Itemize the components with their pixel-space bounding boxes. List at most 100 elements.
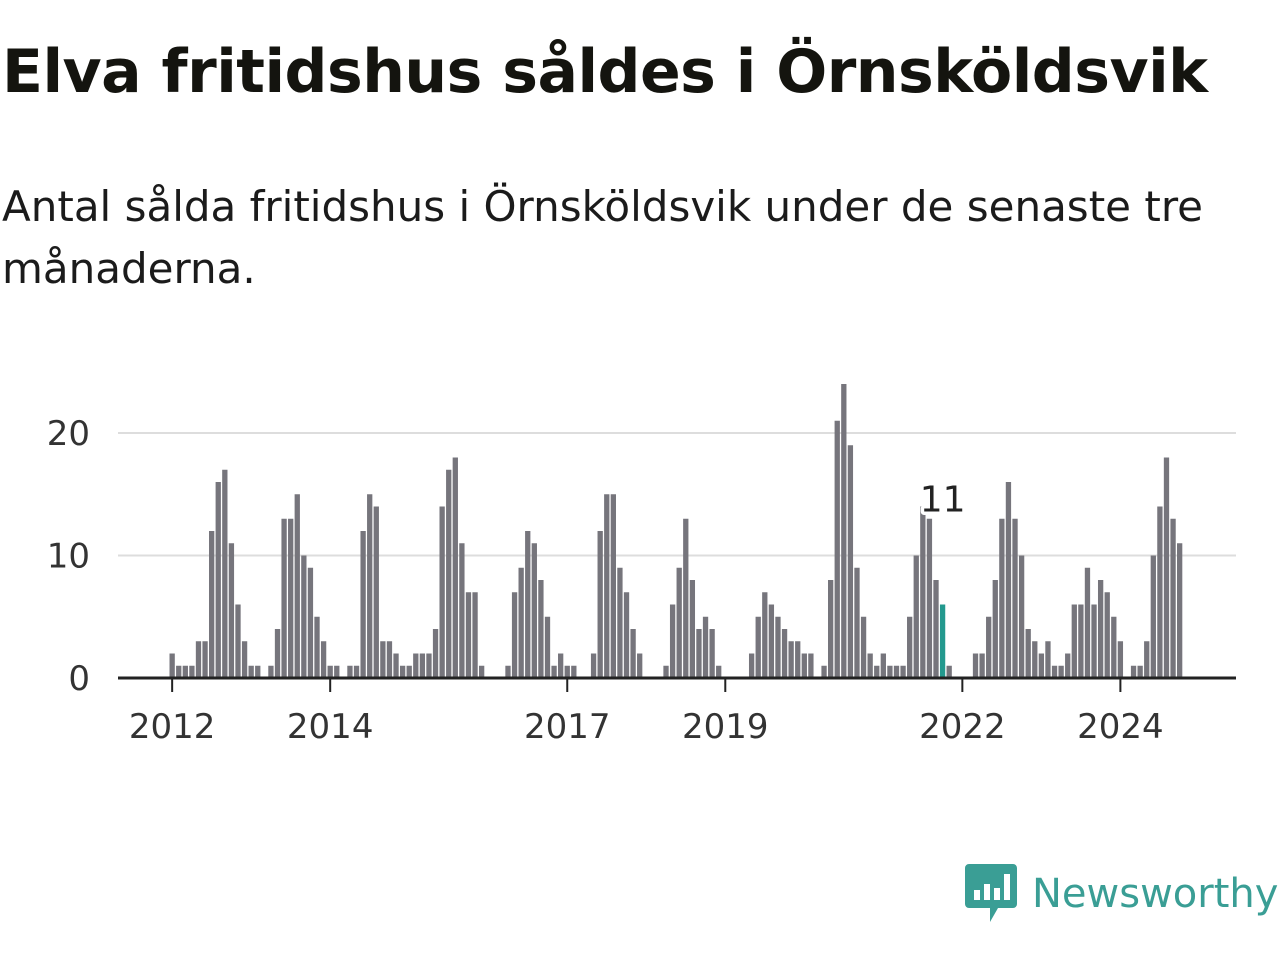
bar bbox=[979, 653, 985, 678]
bar bbox=[274, 629, 281, 678]
bar bbox=[209, 531, 215, 678]
bar bbox=[709, 629, 715, 678]
bar bbox=[446, 469, 452, 678]
bar bbox=[564, 665, 570, 678]
bar bbox=[847, 445, 854, 678]
bar bbox=[215, 482, 221, 678]
bar bbox=[1163, 457, 1170, 678]
bar bbox=[788, 641, 794, 678]
bar bbox=[637, 653, 643, 678]
x-axis bbox=[118, 676, 1236, 692]
bar bbox=[1038, 653, 1045, 678]
bar bbox=[696, 629, 702, 678]
bar bbox=[1144, 641, 1150, 678]
bar bbox=[307, 567, 314, 678]
chart-title: Elva fritidshus såldes i Örnsköldsvik bbox=[2, 37, 1208, 107]
y-tick-label: 0 bbox=[68, 659, 90, 699]
bar bbox=[623, 592, 630, 678]
y-tick-label: 10 bbox=[47, 537, 90, 577]
bar bbox=[702, 616, 709, 678]
bar bbox=[288, 518, 294, 678]
bar bbox=[630, 629, 636, 678]
bar bbox=[669, 604, 676, 678]
bar bbox=[551, 665, 557, 678]
bar bbox=[320, 641, 327, 678]
bar bbox=[887, 665, 893, 678]
bar bbox=[1071, 604, 1077, 678]
bar bbox=[255, 665, 261, 678]
bar bbox=[1170, 518, 1176, 678]
bar bbox=[393, 653, 399, 678]
bar bbox=[189, 665, 195, 678]
bar bbox=[617, 567, 623, 678]
bar bbox=[867, 653, 873, 678]
bar bbox=[571, 665, 577, 678]
bar bbox=[327, 665, 333, 678]
bar bbox=[367, 494, 373, 678]
bar bbox=[1097, 580, 1104, 678]
chart-subtitle: Antal sålda fritidshus i Örnsköldsvik un… bbox=[2, 182, 1203, 293]
bar bbox=[762, 592, 768, 678]
bar bbox=[748, 653, 755, 678]
annotations: 11 bbox=[916, 476, 969, 524]
bar bbox=[1091, 604, 1097, 678]
bar bbox=[1104, 592, 1110, 678]
bar bbox=[1012, 518, 1018, 678]
x-tick-label: 2014 bbox=[287, 707, 374, 747]
bar bbox=[913, 555, 919, 678]
bar bbox=[1157, 506, 1163, 678]
bar bbox=[768, 604, 775, 678]
bar bbox=[1137, 665, 1143, 678]
bar bbox=[538, 580, 544, 678]
bar bbox=[926, 518, 933, 678]
bar bbox=[360, 531, 366, 678]
bar bbox=[920, 506, 926, 678]
bar bbox=[505, 665, 511, 678]
bar bbox=[281, 518, 287, 678]
bar bbox=[933, 580, 939, 678]
bar bbox=[893, 665, 900, 678]
bar bbox=[1018, 555, 1025, 678]
bar bbox=[1045, 641, 1051, 678]
bar bbox=[334, 665, 340, 678]
bar bbox=[235, 604, 241, 678]
bar bbox=[775, 616, 781, 678]
bar bbox=[992, 580, 998, 678]
bar bbox=[597, 531, 603, 678]
x-tick-label: 2017 bbox=[524, 707, 611, 747]
bar bbox=[590, 653, 597, 678]
x-tick-label: 2012 bbox=[129, 707, 216, 747]
bar bbox=[301, 555, 307, 678]
bar bbox=[880, 653, 886, 678]
bar bbox=[1117, 641, 1124, 678]
bar bbox=[676, 567, 682, 678]
bar bbox=[683, 518, 689, 678]
bar bbox=[465, 592, 472, 678]
bar bbox=[1078, 604, 1084, 678]
bar bbox=[1130, 665, 1137, 678]
bar bbox=[380, 641, 386, 678]
bar bbox=[604, 494, 610, 678]
bar bbox=[241, 641, 248, 678]
bar bbox=[413, 653, 419, 678]
bar bbox=[1150, 555, 1156, 678]
bar bbox=[386, 641, 393, 678]
bar bbox=[1065, 653, 1071, 678]
bar bbox=[511, 592, 518, 678]
bar bbox=[716, 665, 722, 678]
bar bbox=[169, 653, 175, 678]
bar bbox=[268, 665, 274, 678]
brand-name: Newsworthy bbox=[1032, 871, 1279, 917]
bar bbox=[781, 629, 788, 678]
bar bbox=[248, 665, 254, 678]
bar bbox=[907, 616, 913, 678]
bar bbox=[472, 592, 478, 678]
bar bbox=[1005, 482, 1012, 678]
bar bbox=[828, 580, 834, 678]
bar bbox=[986, 616, 992, 678]
bar bbox=[1084, 567, 1091, 678]
bar bbox=[860, 616, 867, 678]
bar bbox=[228, 543, 235, 678]
bar bbox=[874, 665, 880, 678]
bar bbox=[1058, 665, 1064, 678]
